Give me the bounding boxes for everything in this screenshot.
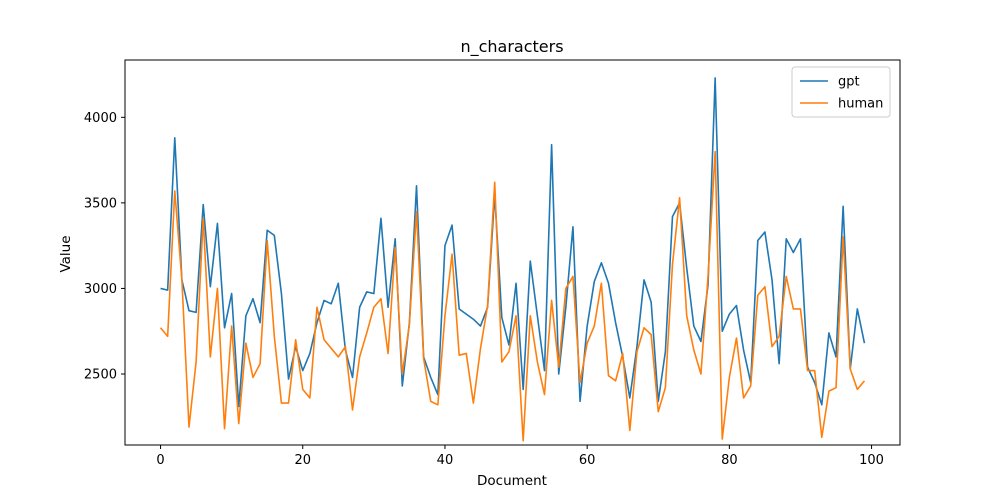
y-tick-label: 3000 [84,282,117,297]
series-line-gpt [160,77,866,408]
chart-title: n_characters [460,37,563,57]
x-tick-label: 60 [579,453,596,468]
x-tick-label: 80 [721,453,738,468]
series-line-human [159,150,866,442]
legend-label-human: human [838,97,883,112]
y-tick-label: 4000 [84,111,117,126]
legend-label-gpt: gpt [838,75,860,90]
y-tick-label: 3500 [84,196,117,211]
x-tick-label: 20 [294,453,311,468]
y-axis-label: Value [58,235,74,272]
y-tick-label: 2500 [84,367,117,382]
axes-frame [124,59,901,446]
legend-box [791,66,891,118]
legend: gpt human [791,66,891,118]
x-tick-label: 0 [156,453,164,468]
x-axis-label: Document [477,473,547,489]
x-tick-label: 40 [437,453,454,468]
x-tick-label: 100 [859,453,884,468]
plot-area: 0 20 40 60 80 100 2500 3000 3500 4000 [84,59,901,468]
